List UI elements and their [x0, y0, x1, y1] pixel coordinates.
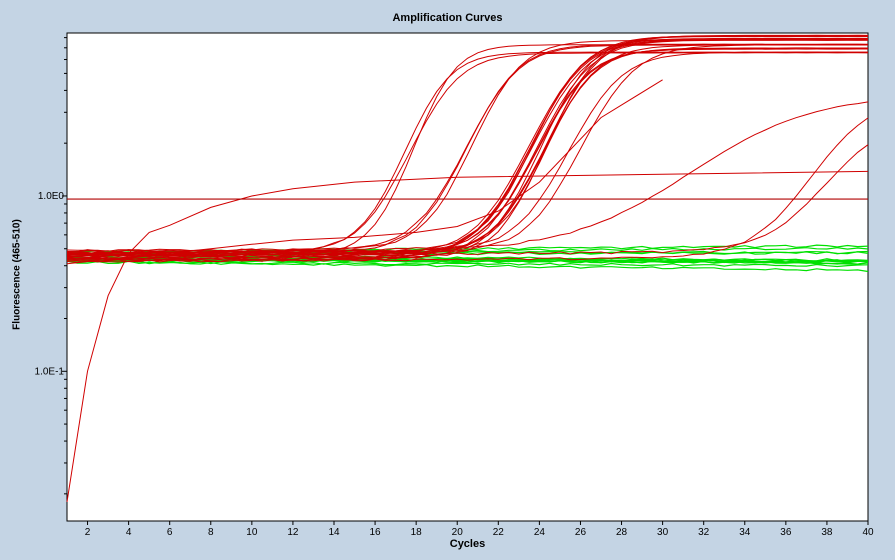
x-tick-label: 16: [370, 527, 382, 538]
axis-ticks: [62, 37, 869, 525]
positive-curve: [66, 117, 869, 263]
chart-title: Amplification Curves: [392, 12, 503, 24]
x-tick-label: 10: [246, 527, 258, 538]
x-tick-label: 20: [452, 527, 464, 538]
positive-curve: [66, 101, 869, 255]
x-tick-label: 12: [287, 527, 299, 538]
positive-curve: [66, 79, 663, 265]
x-tick-label: 6: [167, 527, 173, 538]
x-tick-label: 28: [616, 527, 628, 538]
positive-curve: [66, 170, 869, 502]
y-axis-label: Fluorescence (465-510): [11, 219, 23, 330]
x-tick-label: 30: [657, 527, 669, 538]
positive-curve: [66, 35, 868, 262]
x-tick-label: 14: [328, 527, 340, 538]
x-tick-label: 22: [493, 527, 505, 538]
x-tick-label: 38: [821, 527, 833, 538]
x-tick-label: 18: [411, 527, 423, 538]
plot-area: [66, 32, 869, 522]
x-tick-label: 34: [739, 527, 751, 538]
negative-curve: [66, 259, 869, 273]
x-tick-label: 36: [780, 527, 792, 538]
positive-curve: [66, 144, 869, 258]
x-tick-label: 8: [208, 527, 214, 538]
y-tick-label: 1.0E-1: [35, 366, 65, 377]
x-tick-label: 24: [534, 527, 546, 538]
y-tick-label: 1.0E0: [38, 191, 65, 202]
positive-curve: [66, 44, 868, 256]
x-tick-label: 4: [126, 527, 132, 538]
x-tick-label: 26: [575, 527, 587, 538]
x-tick-label: 40: [862, 527, 874, 538]
x-tick-label: 2: [85, 527, 91, 538]
x-axis-label: Cycles: [449, 538, 486, 550]
tick-labels: 2 4 6 8 10 12 14 16 18 20 22 24 26 28 30 32 34 36 38 401.0E…: [35, 191, 874, 538]
x-tick-label: 32: [698, 527, 710, 538]
positive-curves: [66, 34, 869, 502]
